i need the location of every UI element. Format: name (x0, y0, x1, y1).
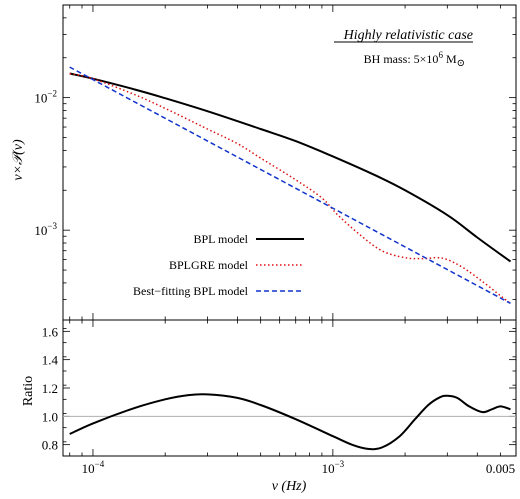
bottom-y-tick-label: 1.6 (42, 324, 59, 339)
legend-label-best-fit: Best−fitting BPL model (133, 284, 249, 298)
top-y-tick-label: 10−2 (34, 89, 57, 106)
x-tick-label: 0.005 (486, 461, 515, 476)
top-y-axis-label: ν×𝒫(ν) (11, 139, 26, 181)
bottom-y-tick-label: 1.2 (42, 381, 58, 396)
bottom-y-tick-label: 1.4 (42, 353, 59, 368)
legend-label-bplgre: BPLGRE model (169, 258, 249, 272)
x-axis-label: ν (Hz) (272, 479, 307, 494)
bottom-curves (63, 393, 516, 451)
bottom-panel-frame (62, 319, 517, 457)
bottom-ticks: 0.8 1.0 1.2 1.4 1.6 10−4 10−3 0.005 (42, 324, 516, 476)
legend-label-bpl: BPL model (193, 232, 248, 246)
bottom-panel: 0.8 1.0 1.2 1.4 1.6 10−4 10−3 0.005 Ratio ν (Hz… (21, 319, 517, 494)
x-tick-label: 10−4 (82, 459, 105, 476)
series-line-bplgre (69, 72, 511, 305)
series-line-bpl (69, 72, 512, 263)
annotation-bh-mass: BH mass: 5×106 M⊙ (364, 50, 465, 69)
top-ticks: 10−2 10−3 (34, 4, 516, 456)
ratio-line (69, 393, 511, 451)
x-tick-label: 10−3 (322, 459, 345, 476)
bottom-y-tick-label: 1.0 (42, 409, 58, 424)
annotation-title: Highly relativistic case (343, 28, 473, 43)
bottom-y-axis-label: Ratio (21, 376, 36, 406)
top-y-tick-label: 10−3 (34, 221, 57, 238)
legend: BPL model BPLGRE model Best−fitting BPL … (133, 232, 304, 298)
top-panel: 10−2 10−3 ν×𝒫(ν) Highly relativistic case… (11, 4, 517, 456)
series-line-best-fit (69, 66, 511, 305)
bottom-y-tick-label: 0.8 (42, 438, 58, 453)
top-curves (69, 66, 512, 305)
